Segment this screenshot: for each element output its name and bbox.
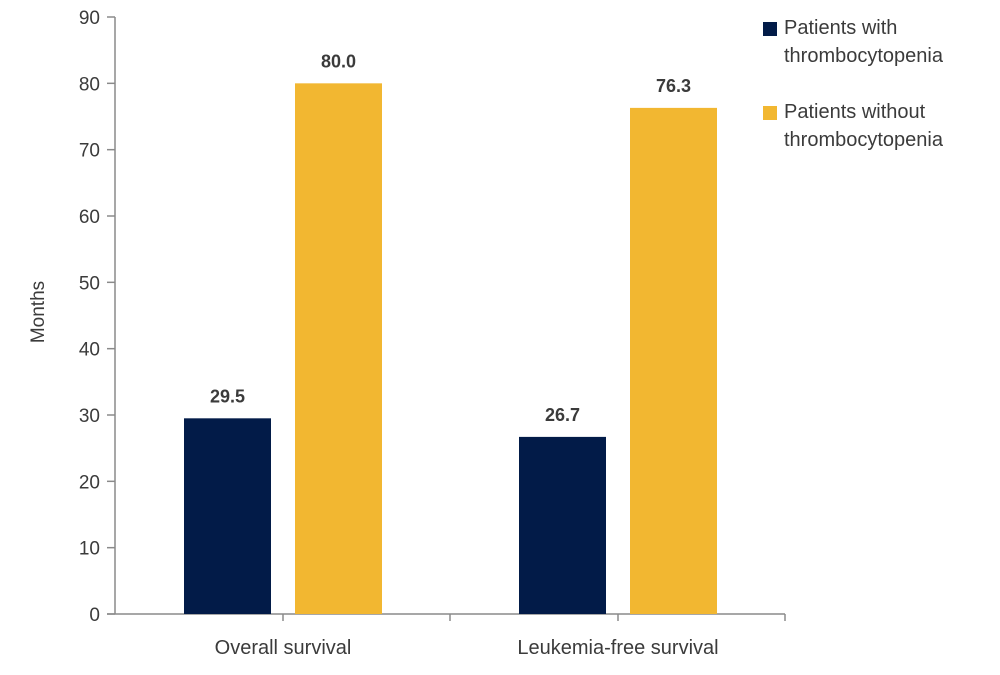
y-tick-label: 20 (79, 472, 100, 493)
x-category-label: Leukemia-free survival (517, 637, 718, 659)
legend-swatch-navy (763, 22, 777, 36)
legend-label-line2: thrombocytopenia (784, 129, 943, 151)
data-label: 80.0 (321, 51, 356, 71)
y-tick-label: 40 (79, 340, 100, 361)
y-axis-title: Months (28, 281, 49, 343)
y-tick-label: 80 (79, 74, 100, 95)
y-tick-label: 30 (79, 406, 100, 427)
y-tick-label: 90 (79, 8, 100, 29)
x-category-label: Overall survival (215, 637, 352, 659)
data-label: 26.7 (545, 405, 580, 425)
legend-item-without-thrombocytopenia: Patients without thrombocytopenia (763, 98, 1000, 154)
data-label: 29.5 (210, 386, 245, 406)
legend-label-line1: Patients with (784, 17, 898, 39)
legend: Patients with thrombocytopenia Patients … (763, 14, 1000, 182)
y-tick-label: 70 (79, 141, 100, 162)
y-tick-label: 0 (89, 605, 100, 626)
y-tick-label: 10 (79, 539, 100, 560)
bar (630, 107, 717, 615)
data-label: 76.3 (656, 76, 691, 96)
axes: 0 10 20 30 40 50 60 70 80 90 Overall survival Leuke… (79, 8, 786, 659)
legend-label-line2: thrombocytopenia (784, 45, 943, 67)
data-labels: 29.5 80.0 26.7 76.3 (210, 51, 691, 425)
bar (184, 418, 271, 614)
legend-label-line1: Patients without (784, 101, 926, 123)
bars (184, 83, 717, 615)
bar (295, 83, 382, 615)
legend-item-with-thrombocytopenia: Patients with thrombocytopenia (763, 14, 1000, 70)
bar (519, 436, 606, 614)
y-tick-label: 60 (79, 207, 100, 228)
y-tick-label: 50 (79, 273, 100, 294)
legend-swatch-yellow (763, 106, 777, 120)
